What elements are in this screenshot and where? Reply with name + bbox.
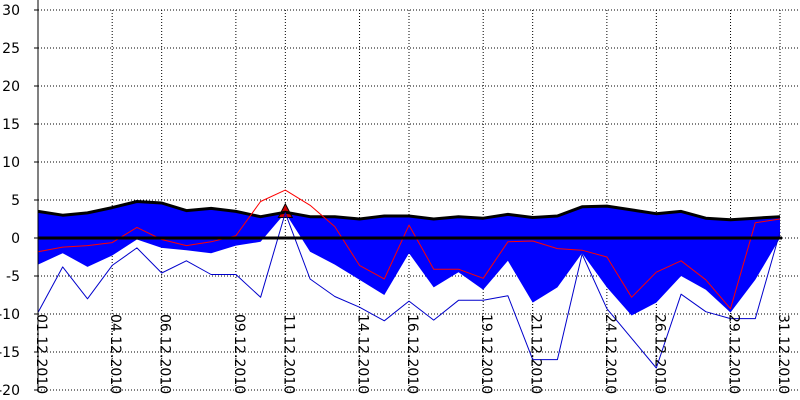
y-tick-label: 5 [11, 193, 20, 209]
x-tick-label: 16.12.2010 [404, 314, 420, 394]
lowest-series-line [37, 212, 781, 369]
max-band-edge-line [37, 200, 781, 222]
range-band-area [38, 201, 780, 316]
y-tick-label: -10 [0, 307, 20, 323]
y-tick-label: 20 [2, 79, 20, 95]
x-tick-label: 21.12.2010 [528, 314, 544, 394]
x-tick-label: 11.12.2010 [280, 314, 296, 394]
x-tick-label: 06.12.2010 [157, 314, 173, 394]
y-tick-label: 15 [2, 117, 20, 133]
x-tick-label: 19.12.2010 [478, 314, 494, 394]
y-tick-label: 25 [2, 41, 20, 57]
x-tick-label: 29.12.2010 [726, 314, 742, 394]
gridlines [34, 9, 800, 391]
x-tick-label: 14.12.2010 [355, 314, 371, 394]
x-tick-label: 01.12.2010 [33, 314, 49, 394]
y-tick-label: -20 [0, 383, 20, 399]
y-tick-label: -5 [6, 269, 20, 285]
y-tick-label: 0 [11, 231, 20, 247]
x-tick-label: 24.12.2010 [602, 314, 618, 394]
y-tick-labels: -20 -15 -10 -5 0 5 10 15 20 25 30 [0, 3, 20, 399]
x-tick-label: 04.12.2010 [107, 314, 123, 394]
y-tick-label: 10 [2, 155, 20, 171]
x-tick-label: 09.12.2010 [231, 314, 247, 394]
peak-marker [277, 202, 294, 218]
x-tick-label: 26.12.2010 [651, 314, 667, 394]
axes [37, 0, 782, 390]
x-tick-labels: 01.12.2010 04.12.2010 06.12.2010 09.12.2010… [33, 314, 791, 394]
y-tick-label: 30 [2, 3, 20, 19]
x-tick-label: 31.12.2010 [775, 314, 791, 394]
y-tick-label: -15 [0, 345, 20, 361]
